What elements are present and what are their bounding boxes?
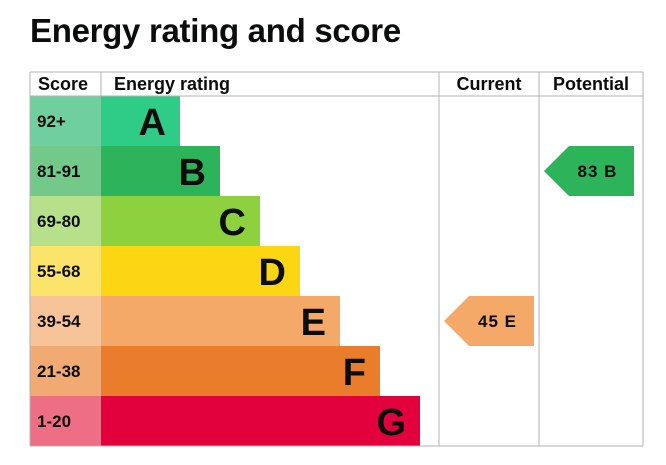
score-label: 39-54	[37, 312, 81, 331]
rating-bar	[101, 146, 220, 196]
rating-letter: F	[343, 352, 366, 394]
current-rating-arrow	[444, 296, 534, 346]
score-label: 55-68	[37, 262, 80, 281]
rating-letter: G	[376, 402, 406, 444]
header-energy-rating: Energy rating	[114, 74, 230, 94]
header-score: Score	[38, 74, 88, 94]
potential-rating-label: 83 B	[578, 162, 618, 181]
score-cell	[30, 296, 101, 346]
rating-bar	[101, 196, 260, 246]
score-cell	[30, 346, 101, 396]
rating-letter: A	[139, 102, 166, 144]
rating-bar	[101, 346, 380, 396]
rating-letter: D	[259, 252, 286, 294]
score-cell	[30, 196, 101, 246]
score-label: 81-91	[37, 162, 80, 181]
rating-letter: E	[301, 302, 326, 344]
current-rating-label: 45 E	[478, 312, 517, 331]
score-cell	[30, 246, 101, 296]
rating-letter: C	[219, 202, 246, 244]
rating-letter: B	[179, 152, 206, 194]
score-cell	[30, 146, 101, 196]
rating-bar	[101, 396, 420, 446]
page-title: Energy rating and score	[30, 12, 401, 49]
rating-bar	[101, 246, 300, 296]
score-label: 1-20	[37, 412, 71, 431]
score-label: 21-38	[37, 362, 80, 381]
score-cell	[30, 396, 101, 446]
header-current: Current	[456, 74, 521, 94]
score-cell	[30, 96, 101, 146]
score-label: 69-80	[37, 212, 80, 231]
potential-rating-arrow	[544, 146, 634, 196]
header-potential: Potential	[553, 74, 629, 94]
rating-bar	[101, 296, 340, 346]
rating-bar	[101, 96, 180, 146]
score-label: 92+	[37, 112, 66, 131]
